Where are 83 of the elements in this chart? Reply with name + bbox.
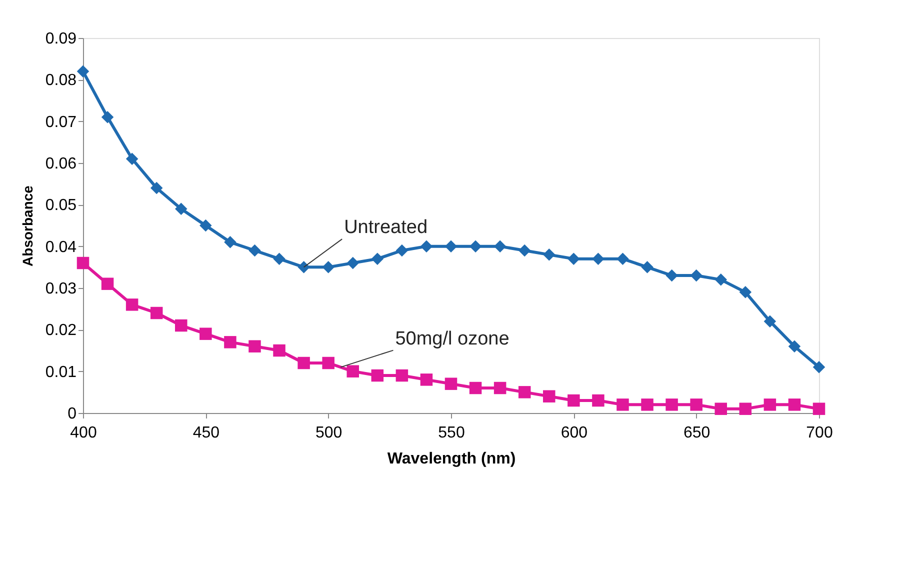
point (444, 378, 458, 390)
point (76, 256, 90, 270)
point (739, 402, 752, 415)
point (420, 374, 433, 386)
x-tick-label: 550 (438, 424, 465, 442)
point (690, 269, 702, 282)
point (371, 369, 384, 382)
point (518, 244, 531, 257)
point (444, 240, 458, 252)
y-axis-title: Absorbance (19, 185, 36, 266)
point (200, 219, 212, 232)
point (739, 286, 752, 298)
point (788, 340, 801, 352)
x-tick-label: 600 (560, 424, 588, 442)
point (298, 261, 310, 274)
point (126, 152, 138, 165)
point (273, 344, 286, 357)
point (396, 369, 408, 382)
point (616, 252, 629, 265)
point (592, 252, 604, 265)
point (371, 252, 384, 265)
point (175, 319, 188, 332)
point (543, 248, 556, 261)
point (469, 240, 482, 252)
y-tick-label: 0.09 (45, 30, 77, 48)
y-tick-label: 0.05 (45, 197, 77, 214)
point (592, 394, 604, 407)
point (518, 386, 531, 398)
point (616, 398, 629, 411)
point (714, 402, 727, 415)
point (420, 240, 433, 252)
y-tick-label: 0.01 (45, 364, 77, 381)
point (641, 398, 654, 411)
point (788, 398, 801, 411)
x-axis-title: Wavelength (nm) (387, 450, 516, 468)
point (322, 261, 334, 274)
point (764, 315, 776, 328)
point (150, 306, 163, 320)
point (764, 398, 776, 411)
x-tick-label: 700 (806, 424, 833, 442)
annotation: Untreated (344, 217, 428, 238)
point (666, 398, 678, 411)
point (543, 390, 556, 402)
point (101, 111, 114, 124)
point (200, 328, 212, 340)
point (714, 274, 727, 286)
point (76, 65, 90, 78)
x-tick-label: 450 (192, 424, 220, 442)
point (101, 278, 114, 290)
y-tick-label: 0.08 (45, 72, 77, 90)
point (396, 244, 408, 257)
point (346, 256, 359, 270)
point (322, 356, 334, 370)
x-tick-label: 400 (70, 424, 97, 442)
point (346, 365, 359, 378)
point (494, 382, 506, 394)
point (812, 402, 826, 415)
point (568, 394, 580, 407)
x-tick-label: 650 (683, 424, 710, 442)
y-tick-label: 0 (68, 406, 77, 422)
point (568, 252, 580, 265)
x-tick-label: 500 (315, 424, 342, 442)
point (641, 261, 654, 274)
point (126, 298, 138, 311)
y-tick-label: 0.07 (45, 114, 77, 131)
y-tick-label: 0.03 (45, 280, 77, 298)
point (298, 356, 310, 370)
point (150, 182, 163, 194)
point (224, 336, 236, 348)
point (248, 244, 261, 257)
y-tick-label: 0.06 (45, 156, 77, 172)
point (494, 240, 506, 252)
point (175, 202, 188, 215)
annotation: 50mg/l ozone (395, 328, 510, 350)
point (690, 398, 702, 411)
point (812, 361, 826, 374)
point (224, 236, 236, 248)
point (273, 252, 286, 265)
point (248, 340, 261, 352)
point (666, 269, 678, 282)
y-tick-label: 0.04 (45, 238, 77, 256)
y-tick-label: 0.02 (45, 322, 77, 340)
point (469, 382, 482, 394)
